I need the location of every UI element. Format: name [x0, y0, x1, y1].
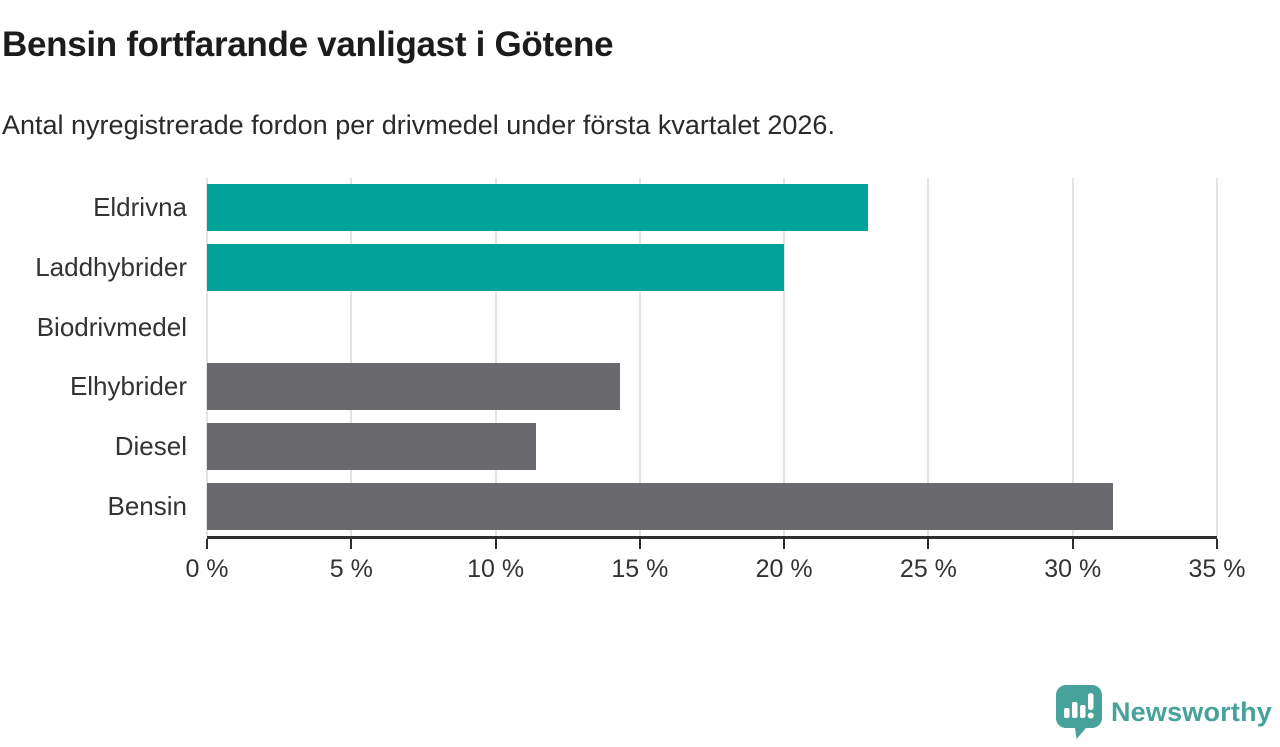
tick-mark — [927, 539, 930, 549]
bar-bensin — [207, 482, 1114, 530]
tick-mark — [1216, 539, 1218, 549]
tick-mark — [638, 539, 641, 549]
tick-label: 5 % — [329, 555, 373, 583]
category-label-diesel: Diesel — [114, 431, 187, 462]
gridline — [1216, 178, 1218, 536]
gridline — [1071, 178, 1074, 536]
bar-row-eldrivna — [207, 178, 1217, 238]
newsworthy-bubble-chart-icon — [1055, 685, 1102, 739]
bar-row-biodrivmedel — [207, 297, 1217, 357]
page-subtitle: Antal nyregistrerade fordon per drivmede… — [2, 110, 835, 140]
bar-row-diesel — [207, 417, 1217, 477]
bar-laddhybrider — [207, 244, 785, 291]
newsworthy-logo: Newsworthy — [1055, 685, 1272, 739]
tick-label: 35 % — [1188, 555, 1246, 583]
category-label-laddhybrider: Laddhybrider — [35, 252, 187, 282]
category-label-biodrivmedel: Biodrivmedel — [36, 311, 187, 342]
gridline — [783, 178, 786, 536]
tick-mark — [783, 539, 786, 549]
tick-mark — [1071, 539, 1074, 549]
bar-row-elhybrider — [207, 357, 1217, 417]
bar-row-laddhybrider — [207, 238, 1217, 298]
category-labels: Eldrivna Laddhybrider Biodrivmedel Elhybrid… — [0, 178, 207, 536]
x-axis: 0 % 5 % 10 % 15 % 20 % 25 % 30 % 35 % — [0, 539, 1280, 591]
gridline — [350, 178, 353, 536]
page-title: Bensin fortfarande vanligast i Götene — [2, 25, 614, 64]
plot-wrap: Eldrivna Laddhybrider Biodrivmedel Elhybrid… — [0, 178, 1280, 539]
tick-mark — [350, 539, 353, 549]
category-label-eldrivna: Eldrivna — [93, 192, 187, 223]
x-axis-ticks: 0 % 5 % 10 % 15 % 20 % 25 % 30 % 35 % — [185, 539, 1245, 591]
tick-label: 10 % — [467, 555, 525, 583]
category-label-bensin: Bensin — [107, 490, 188, 521]
gridline — [927, 178, 930, 536]
newsworthy-wordmark: Newsworthy — [1110, 696, 1272, 727]
tick-mark — [494, 539, 497, 549]
category-label-elhybrider: Elhybrider — [69, 371, 187, 402]
tick-label: 25 % — [899, 555, 957, 583]
bar-diesel — [207, 423, 536, 471]
tick-label: 30 % — [1044, 555, 1102, 583]
gridline — [206, 178, 208, 536]
tick-label: 20 % — [755, 555, 813, 583]
bar-eldrivna — [207, 184, 868, 232]
bar-rows — [207, 178, 1217, 536]
gridline — [638, 178, 641, 536]
bar-chart: Eldrivna Laddhybrider Biodrivmedel Elhybrid… — [0, 178, 1280, 591]
axis-spacer — [0, 539, 207, 591]
tick-mark — [206, 539, 208, 549]
bar-elhybrider — [207, 363, 620, 411]
tick-label: 15 % — [611, 555, 669, 583]
tick-label: 0 % — [185, 555, 229, 583]
plot-area — [206, 178, 1218, 539]
bar-row-bensin — [207, 476, 1217, 536]
gridline — [494, 178, 497, 536]
